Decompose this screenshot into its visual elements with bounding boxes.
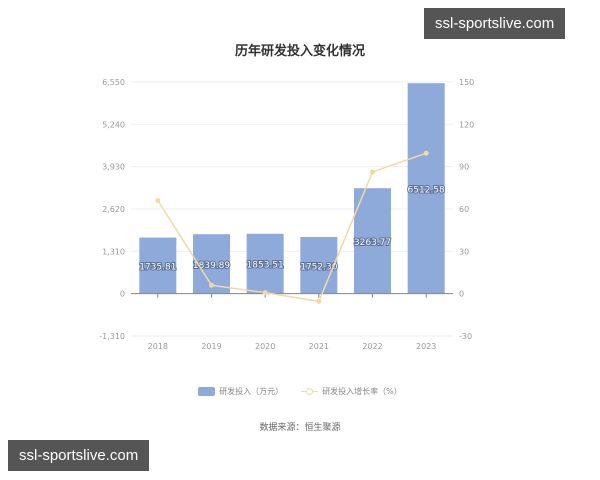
y-right-tick: 30 — [459, 247, 469, 256]
y-left-tick: 6,550 — [102, 78, 125, 87]
bar-value-label: 1735.81 — [139, 263, 176, 273]
legend-item-line[interactable]: 研发投入增长率（%） — [301, 386, 402, 397]
chart-title: 历年研发投入变化情况 — [234, 44, 365, 59]
x-tick-label: 2020 — [255, 342, 275, 351]
x-tick-label: 2022 — [362, 342, 382, 351]
legend-bar-label: 研发投入（万元） — [219, 387, 284, 396]
growth-point-2022[interactable] — [370, 169, 375, 175]
growth-rate-line — [157, 152, 427, 303]
watermark-bottom: ssl-sportslive.com — [8, 440, 150, 471]
bar-2018[interactable] — [139, 237, 177, 294]
y-left-tick: 0 — [120, 290, 125, 299]
y-left-tick: 3,930 — [102, 163, 125, 172]
bar-2021[interactable] — [300, 237, 338, 294]
y-left-tick: -1,310 — [99, 332, 125, 341]
y-right-tick: 90 — [459, 163, 469, 172]
growth-point-2021[interactable] — [316, 298, 322, 304]
bar-2022[interactable] — [354, 188, 391, 294]
y-left-tick: 1,310 — [102, 247, 125, 256]
bar-value-label: 1853.51 — [247, 261, 284, 271]
growth-point-2023[interactable] — [423, 150, 429, 156]
y-right-tick: 120 — [459, 120, 474, 129]
y-right-tick: 150 — [459, 78, 474, 87]
x-tick-label: 2021 — [309, 342, 329, 351]
data-source: 数据来源：恒生聚源 — [259, 423, 341, 433]
bar-value-label: 3263.77 — [354, 238, 391, 248]
watermark-top: ssl-sportslive.com — [424, 8, 566, 39]
y-left-tick: 5,240 — [102, 120, 125, 129]
bar-2020[interactable] — [246, 233, 284, 294]
chart-plot: 6,550 5,240 3,930 2,620 1,310 0 -1,310 150 120 90… — [99, 78, 474, 351]
legend-item-bar[interactable]: 研发投入（万元） — [198, 386, 283, 397]
line-swatch-icon — [301, 387, 319, 396]
growth-point-2020[interactable] — [262, 290, 268, 296]
bar-value-label: 6512.58 — [408, 185, 445, 195]
y-right-tick: 0 — [459, 290, 464, 299]
bar-swatch-icon — [198, 387, 216, 396]
y-left-tick: 2,620 — [102, 205, 125, 214]
x-tick-label: 2019 — [201, 342, 221, 351]
bar-2023[interactable] — [407, 83, 445, 294]
bar-value-label: 1752.30 — [300, 262, 337, 272]
x-tick-label: 2023 — [416, 342, 436, 351]
chart-legend: 研发投入（万元） 研发投入增长率（%） — [0, 386, 600, 397]
y-right-tick: -30 — [459, 332, 472, 341]
growth-point-2018[interactable] — [155, 198, 161, 204]
growth-point-2019[interactable] — [209, 282, 214, 288]
x-tick-label: 2018 — [148, 342, 168, 351]
legend-line-label: 研发投入增长率（%） — [322, 387, 402, 396]
y-right-tick: 60 — [459, 205, 469, 214]
